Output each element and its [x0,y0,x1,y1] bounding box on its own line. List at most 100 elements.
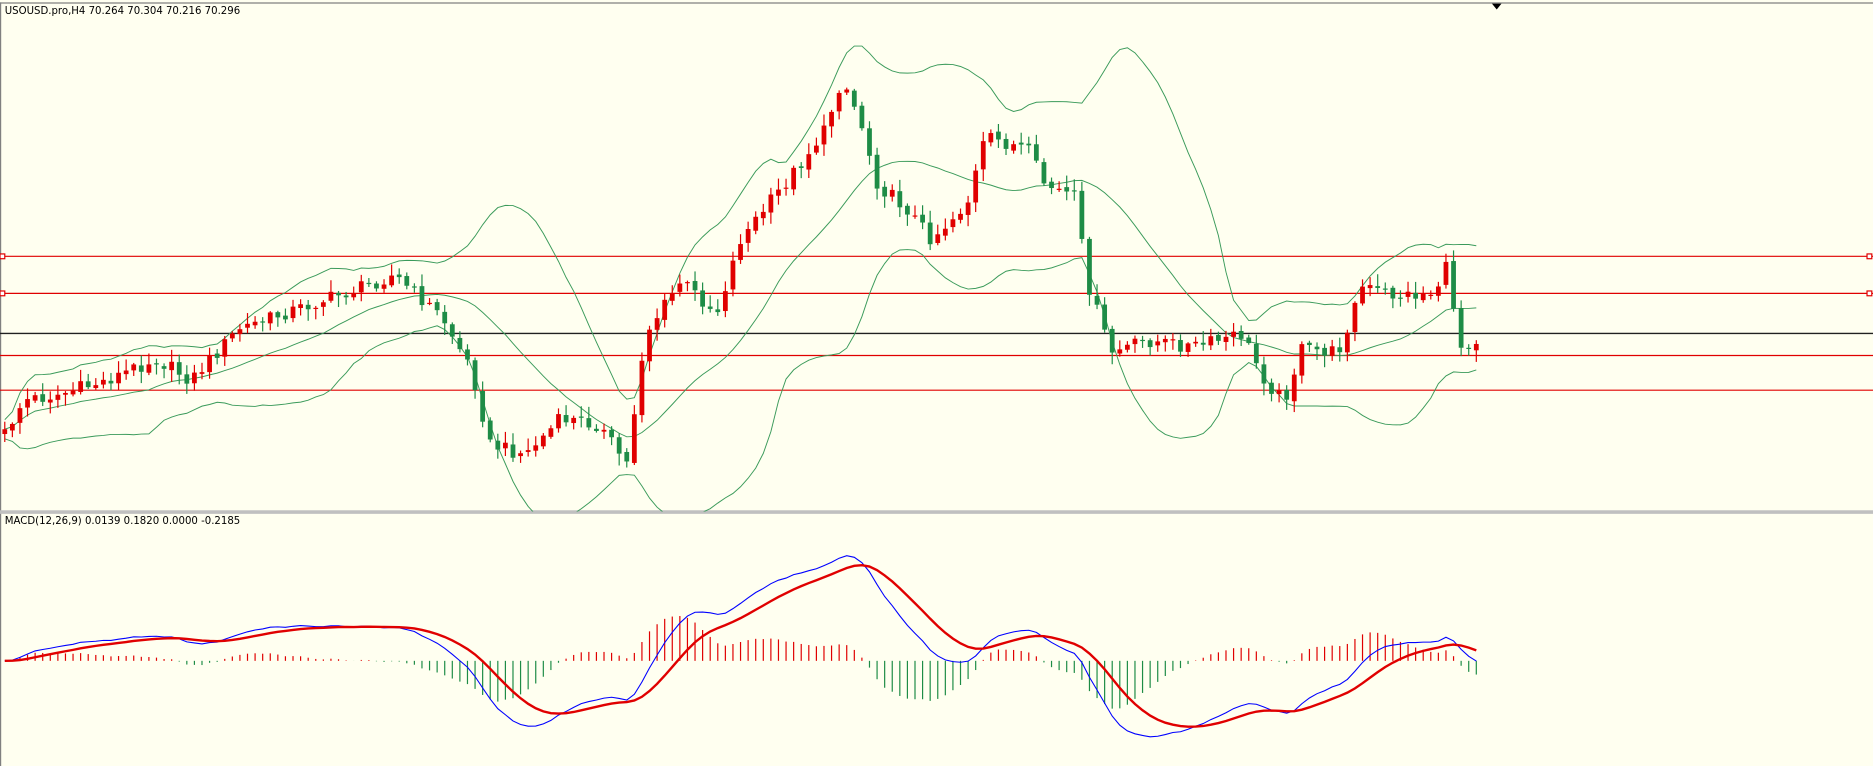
candle-body [78,381,84,392]
candle-body [980,141,986,170]
candle-body [594,428,599,431]
candle-body [950,219,956,228]
candle-body [616,437,622,454]
candle-body [768,194,774,213]
candle-body [1238,331,1244,339]
candle-body [1094,295,1100,305]
candle-body [260,321,266,323]
candle-body [396,274,402,278]
candle-body [836,92,842,112]
candle-body [996,131,1001,140]
candle-body [40,394,46,402]
candle-body [1299,344,1305,376]
candle-body [1352,302,1358,332]
candle-body [1056,188,1062,190]
candle-body [374,283,379,289]
candle-body [495,440,501,450]
candle-body [1390,287,1396,299]
candle-body [1413,292,1419,299]
candle-body [252,321,258,326]
candle-body [791,167,797,190]
candle-body [1307,342,1312,346]
candle-body [692,281,698,291]
candle-body [639,360,645,416]
candle-body [1178,340,1183,352]
shift-marker[interactable] [1491,3,1502,10]
candle-body [1026,143,1032,146]
candle-body [867,128,872,156]
line-handle[interactable] [1866,253,1873,260]
candle-body [1443,261,1449,285]
candle-body [578,416,584,418]
candle-body [609,429,614,438]
candle-body [685,282,690,284]
candle-body [427,302,432,305]
candle-body [1284,389,1290,400]
candle-body [1071,190,1077,192]
candle-body [237,329,243,335]
candle-body [9,423,15,431]
candle-body [1398,297,1403,299]
candle-body [290,306,296,319]
candle-body [1223,336,1229,343]
candle-body [457,337,463,350]
candle-body [298,304,303,309]
candle-body [882,186,888,197]
candle-body [503,442,508,449]
candle-body [647,329,652,362]
candle-body [1087,238,1092,295]
symbol-header: USOUSD.pro,H4 70.264 70.304 70.216 70.29… [5,6,240,17]
candle-body [556,414,561,429]
candle-body [601,429,607,432]
line-handle[interactable] [0,253,6,260]
candle-body [700,290,706,307]
candle-body [707,306,713,309]
candle-body [525,450,531,452]
candle-body [1246,337,1252,344]
candle-body [518,453,523,457]
candle-body [935,234,941,243]
candle-body [169,361,175,371]
candle-body [245,323,250,328]
signal-line [4,564,1477,728]
candle-body [563,415,569,423]
candle-body [17,408,23,423]
candle-body [738,244,743,260]
candle-body [381,284,387,289]
candle-body [510,444,516,458]
candle-body [434,302,440,311]
band-line [4,160,1477,438]
candle-body [55,394,61,400]
candle-body [404,276,410,286]
candle-body [161,366,167,369]
candle-body [116,372,121,384]
candle-body [93,385,99,389]
candle-body [199,372,205,374]
candle-body [1193,341,1199,344]
candle-body [131,364,137,371]
line-handle[interactable] [0,290,6,297]
candle-body [1344,332,1350,353]
candle-body [85,381,91,388]
candle-body [1185,343,1191,352]
candle-body [1124,344,1130,350]
candle-body [988,133,994,143]
candle-body [320,302,326,307]
candle-body [472,360,478,391]
candle-body [1117,349,1123,354]
candle-body [32,395,38,401]
candle-body [100,379,106,385]
candle-body [1132,338,1138,345]
candle-body [586,418,592,428]
candle-body [1337,347,1343,353]
candle-body [1102,304,1108,330]
candle-body [814,145,819,153]
candle-body [192,372,197,384]
candle-body [1451,261,1456,309]
candle-body [1473,343,1479,351]
candle-body [1291,374,1297,402]
candle-body [897,191,903,208]
line-handle[interactable] [1866,290,1873,297]
candle-body [1276,390,1282,395]
